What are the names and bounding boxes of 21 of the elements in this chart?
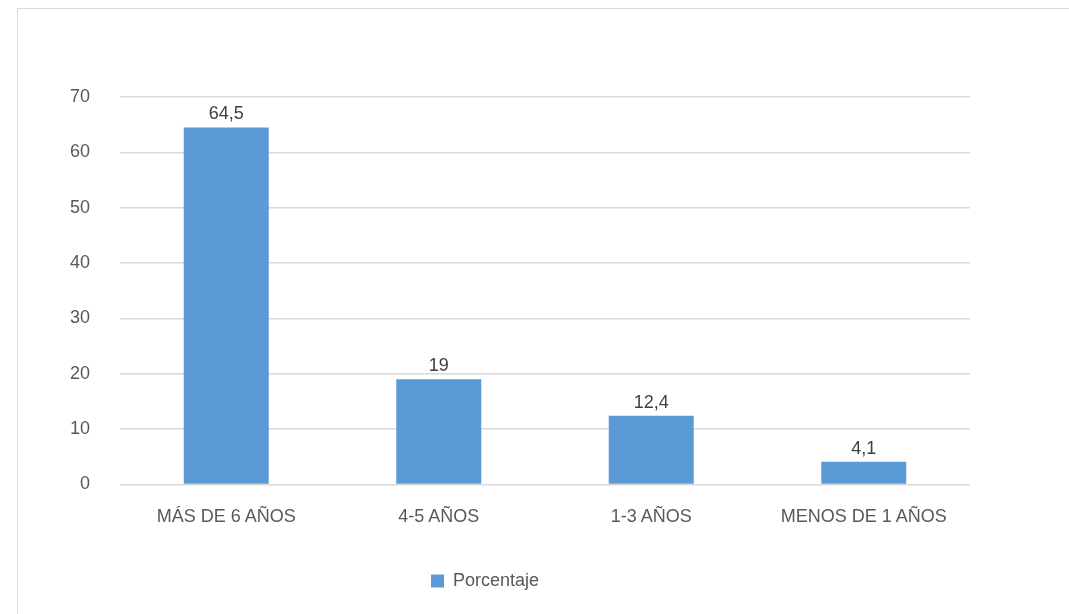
bar: [821, 461, 907, 484]
y-tick-label: 0: [79, 473, 90, 494]
x-tick-label: 1-3 AÑOS: [610, 505, 692, 527]
data-label: 19: [428, 355, 449, 376]
data-label: 4,1: [851, 437, 877, 458]
y-tick-label: 60: [69, 141, 90, 162]
y-tick-label: 30: [69, 307, 90, 328]
data-label: 64,5: [208, 103, 244, 124]
x-tick-label: 4-5 AÑOS: [398, 505, 480, 527]
legend-label: Porcentaje: [452, 569, 540, 590]
y-tick-label: 20: [69, 362, 90, 383]
y-tick-label: 70: [69, 85, 90, 106]
data-label: 12,4: [633, 391, 669, 412]
x-tick-label: MÁS DE 6 AÑOS: [156, 505, 296, 527]
x-tick-label: MENOS DE 1 AÑOS: [780, 505, 947, 527]
bar: [608, 415, 694, 484]
y-tick-label: 50: [69, 196, 90, 217]
y-tick-label: 40: [69, 252, 90, 272]
bar: [183, 127, 269, 484]
y-tick-label: 10: [69, 418, 90, 439]
bar: [396, 379, 482, 484]
